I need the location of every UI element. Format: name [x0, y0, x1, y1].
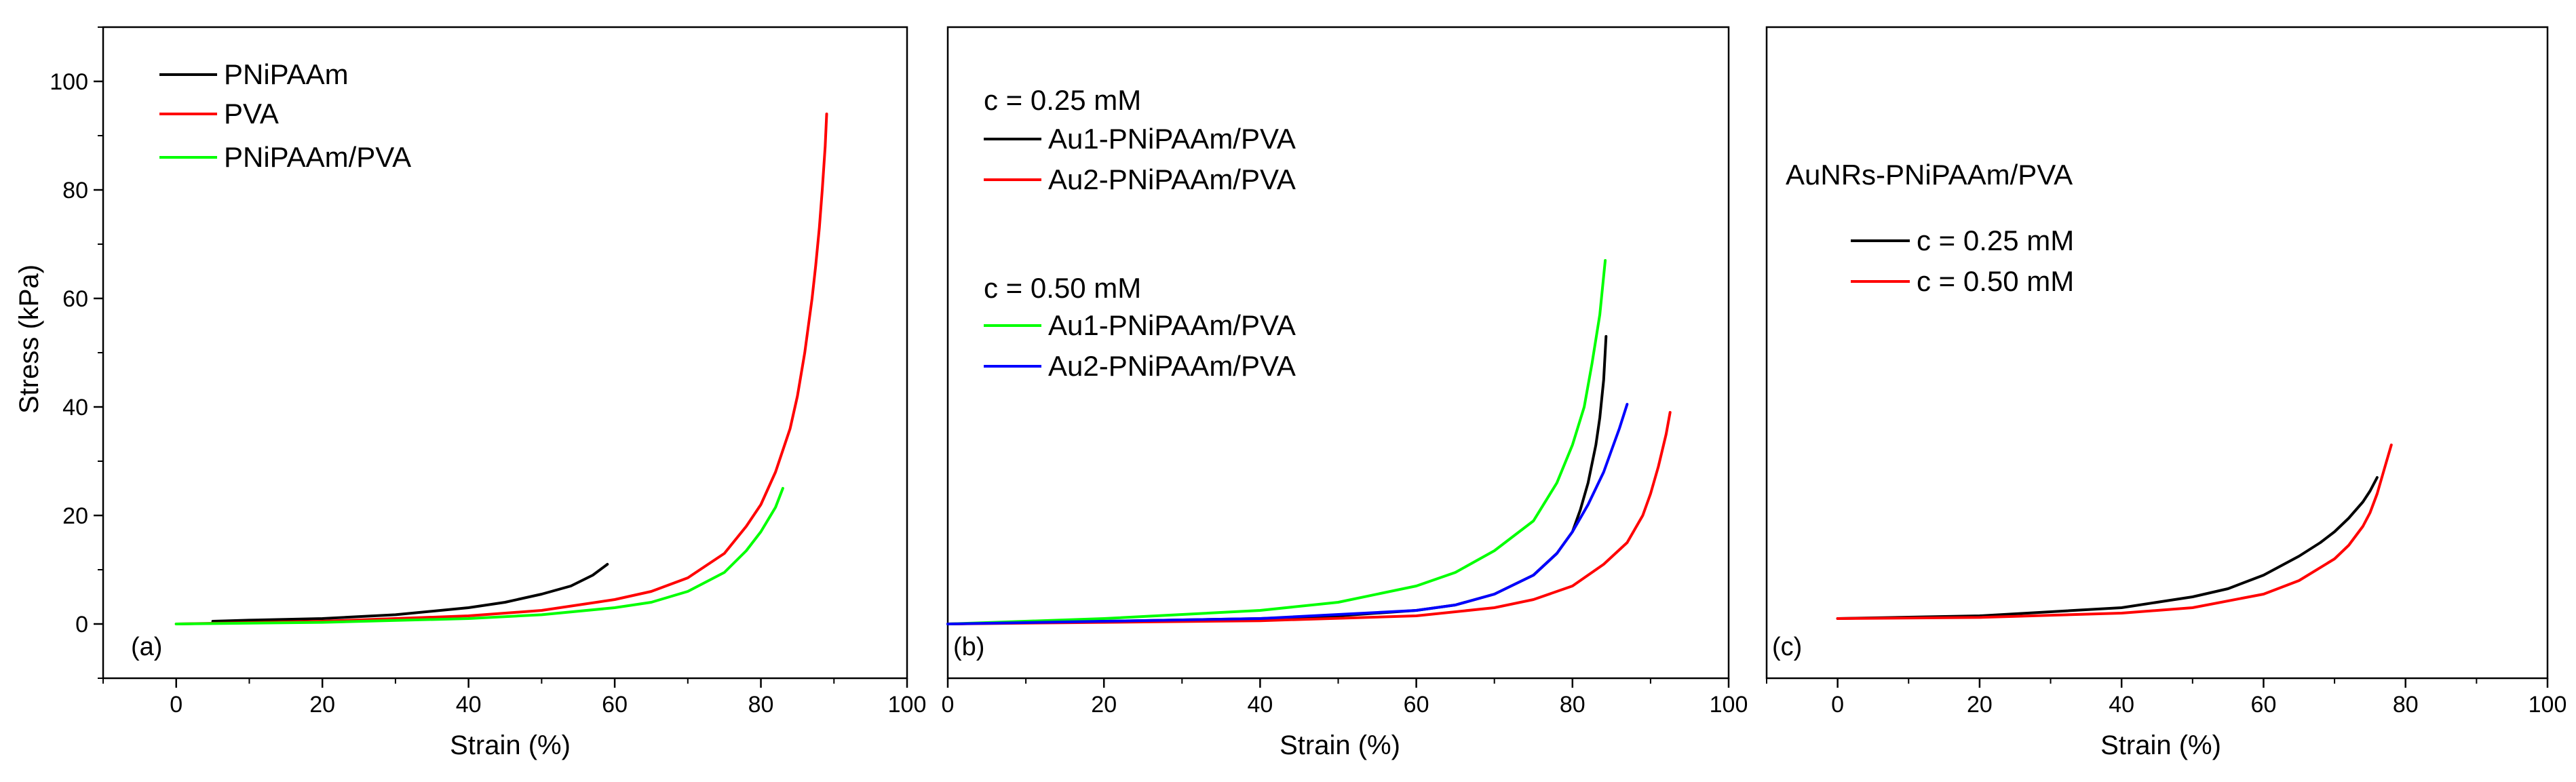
x-tick-label: 40: [456, 692, 482, 718]
x-tick-label: 100: [888, 692, 927, 718]
x-tick-label: 0: [942, 692, 955, 718]
y-tick-label: 0: [75, 612, 88, 638]
legend-entry: PNiPAAm/PVA: [224, 141, 411, 173]
y-tick-label: 20: [62, 503, 88, 529]
x-axis-title: Strain (%): [2100, 730, 2221, 760]
y-tick-label: 60: [62, 286, 88, 312]
x-tick-label: 60: [1404, 692, 1429, 718]
x-tick-label: 0: [1831, 692, 1844, 718]
series-line-3: [946, 403, 1629, 625]
y-tick-label: 100: [50, 69, 88, 95]
y-axis-title: Stress (kPa): [14, 265, 44, 414]
x-tick-label: 20: [1091, 692, 1117, 718]
x-tick-label: 100: [2529, 692, 2567, 718]
series-line-0: [1836, 476, 2379, 620]
panel-label: (c): [1772, 633, 1802, 661]
x-tick-label: 60: [2251, 692, 2277, 718]
x-tick-label: 0: [170, 692, 182, 718]
series-line-0: [211, 563, 609, 623]
x-tick-label: 20: [1967, 692, 1993, 718]
x-axis-title: Strain (%): [1280, 730, 1400, 760]
legend-entry: Au1-PNiPAAm/PVA: [1048, 123, 1296, 155]
plot-frame: [1765, 26, 2549, 680]
x-tick-label: 80: [1560, 692, 1585, 718]
legend-entry: Au2-PNiPAAm/PVA: [1048, 350, 1296, 382]
x-tick-label: 100: [1710, 692, 1748, 718]
series-line-1: [946, 411, 1672, 625]
legend-entry: Au2-PNiPAAm/PVA: [1048, 163, 1296, 195]
x-tick-label: 80: [748, 692, 774, 718]
x-tick-label: 40: [2109, 692, 2134, 718]
legend-title: AuNRs-PNiPAAm/PVA: [1786, 159, 2073, 191]
series-line-1: [1836, 444, 2393, 620]
y-tick-label: 40: [62, 395, 88, 421]
x-tick-label: 20: [309, 692, 335, 718]
panel-label: (a): [131, 633, 162, 661]
legend-entry: c = 0.25 mM: [1917, 224, 2074, 256]
legend-entry: c = 0.50 mM: [1917, 265, 2074, 297]
y-tick-label: 80: [62, 178, 88, 203]
series-line-1: [174, 113, 828, 625]
x-axis-title: Strain (%): [450, 730, 571, 760]
legend-entry: PVA: [224, 98, 279, 130]
x-tick-label: 40: [1247, 692, 1273, 718]
series-line-2: [946, 259, 1607, 625]
legend-entry: PNiPAAm: [224, 58, 349, 90]
legend-entry: Au1-PNiPAAm/PVA: [1048, 309, 1296, 341]
panel-c: 0 20 40 60 80 100 Strain (%) AuNRs-PNiPAAm/PVA c…: [1765, 26, 2567, 760]
panel-a: 0 20 40 60 80 100 0 20 40 60 80 100 Strain (%) Stress…: [14, 26, 927, 760]
x-tick-label: 60: [602, 692, 628, 718]
legend-heading: c = 0.25 mM: [984, 84, 1141, 116]
x-tick-label: 80: [2393, 692, 2419, 718]
series-line-2: [174, 487, 784, 625]
panel-b: 0 20 40 60 80 100 Strain (%) c = 0.25 mM Au1-PNi…: [942, 26, 1748, 760]
panel-label: (b): [953, 633, 984, 661]
legend-heading: c = 0.50 mM: [984, 272, 1141, 304]
